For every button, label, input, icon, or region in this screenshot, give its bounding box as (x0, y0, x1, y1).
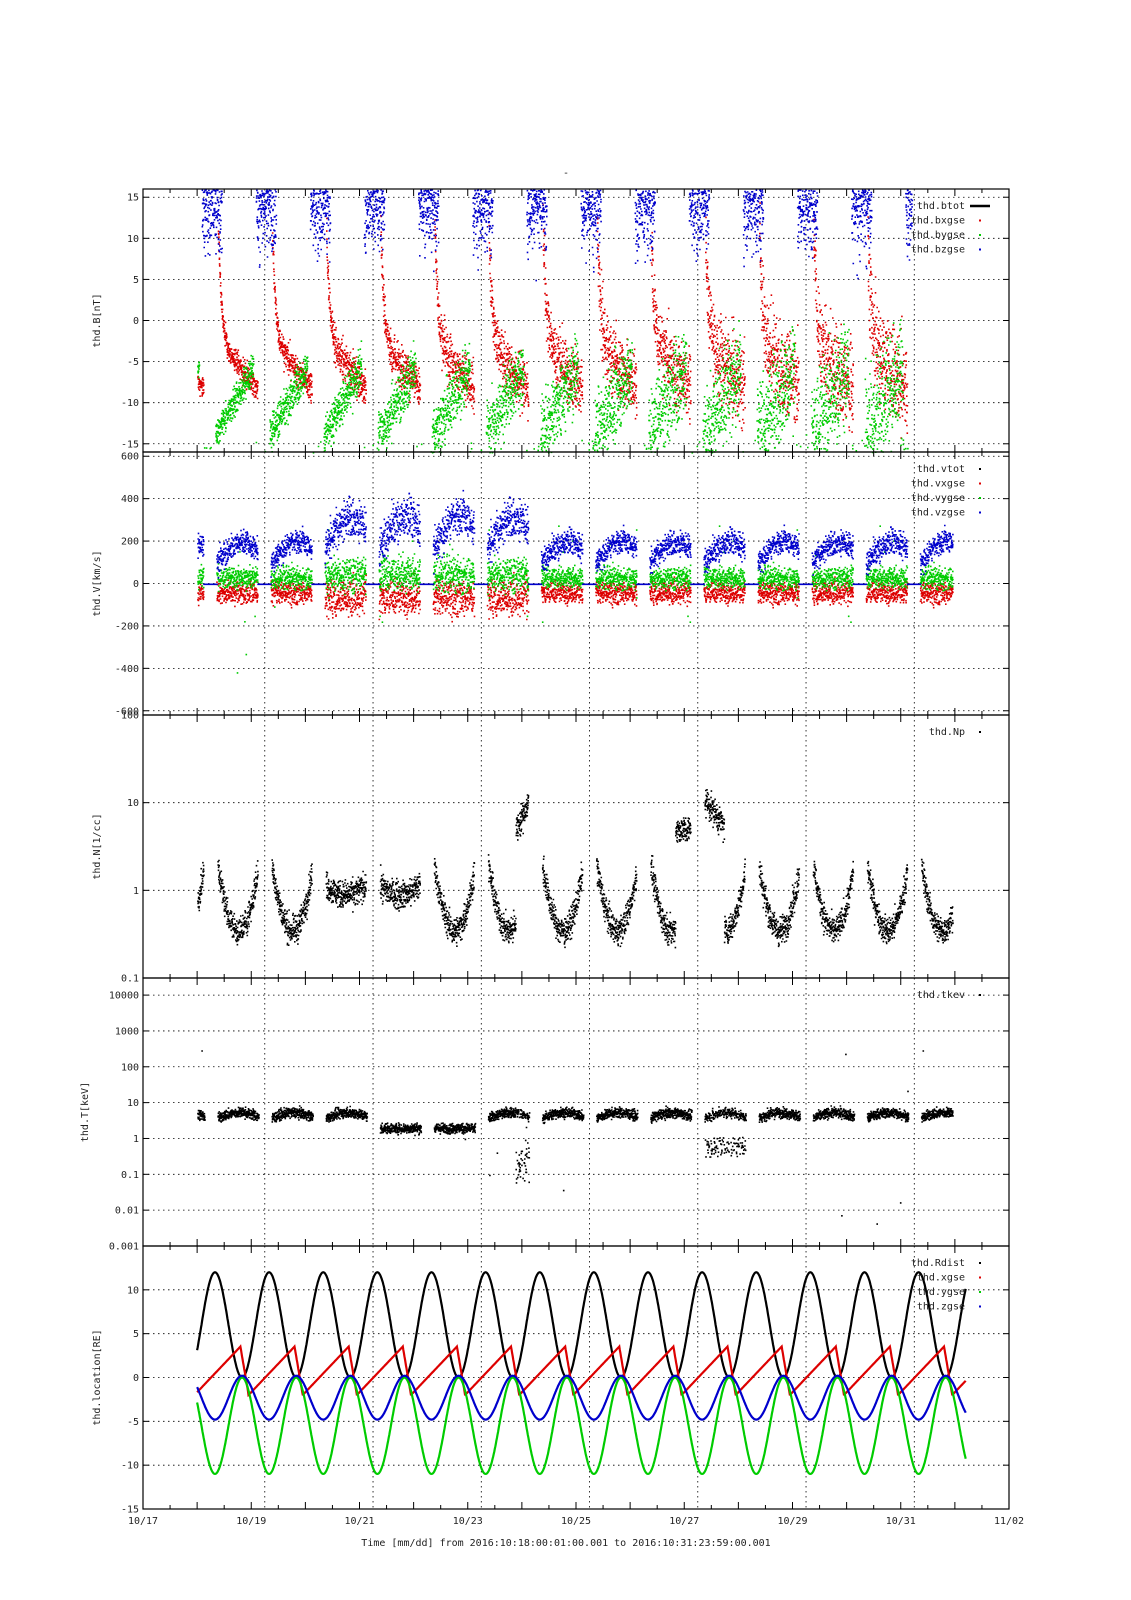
x-tick-label: 10/21 (344, 1516, 374, 1527)
y-tick-label: -10 (121, 1461, 139, 1472)
y-tick-label: -200 (115, 621, 139, 632)
y-tick-label: 5 (133, 275, 139, 286)
y-axis-title: thd.location[RE] (92, 1329, 103, 1425)
legend-label: thd.btot (917, 201, 965, 212)
y-tick-label: 100 (121, 711, 139, 722)
legend-swatch (979, 219, 981, 222)
y-axis-title: thd.V[km/s] (92, 550, 103, 616)
x-axis-title: Time [mm/dd] from 2016:10:18:00:01:00.00… (361, 1538, 770, 1549)
panel-0: -15 -10 -5 0 5 10 15 thd.B[nT] thd.btot thd.bxgse… (92, 188, 1010, 454)
y-tick-label: -5 (127, 1417, 139, 1428)
panel-frame (142, 1245, 1010, 1510)
legend-swatch (979, 994, 981, 996)
y-tick-label: 400 (121, 494, 139, 505)
legend-swatch (979, 1305, 981, 1308)
legend-label: thd.tkev (917, 990, 965, 1001)
legend-swatch (979, 731, 981, 733)
y-tick-label: -400 (115, 664, 139, 675)
figure-top-title: - (563, 168, 569, 179)
y-tick-label: -5 (127, 357, 139, 368)
panel-4: -15 -10 -5 0 5 10 thd.location[RE] thd.Rdist thd… (92, 1245, 1010, 1516)
y-tick-label: 0.1 (121, 974, 139, 985)
series-dots-thd-vxgse (197, 571, 954, 623)
y-tick-label: 0 (133, 316, 139, 327)
y-tick-label: 1000 (115, 1026, 139, 1037)
legend-swatch (979, 468, 981, 470)
panel-2: 0.1 1 10 100 thd.N[1/cc] thd.Np (92, 711, 1010, 985)
legend-label: thd.bzgse (911, 245, 965, 256)
y-tick-label: 1 (133, 1134, 139, 1145)
x-tick-label: 10/19 (236, 1516, 266, 1527)
y-axis-title: thd.T[keV] (80, 1082, 91, 1142)
y-tick-label: 600 (121, 452, 139, 463)
series-dots-thd-Np (197, 789, 954, 949)
panel-1: -600 -400 -200 0 200 400 600 thd.V[km/s] thd.vto… (92, 451, 1010, 717)
y-tick-label: 10 (127, 1098, 139, 1109)
y-axis-title: thd.N[1/cc] (92, 813, 103, 879)
legend-swatch (979, 482, 981, 485)
y-tick-label: 15 (127, 193, 139, 204)
series-dots-thd-bygse (197, 319, 909, 454)
legend-label: thd.Rdist (911, 1258, 965, 1269)
legend-label: thd.vxgse (911, 479, 965, 490)
y-tick-label: -600 (115, 706, 139, 717)
y-tick-label: 0.1 (121, 1170, 139, 1181)
x-tick-label: 11/02 (994, 1516, 1024, 1527)
legend-swatch (979, 1276, 981, 1279)
series-line-thd-Rdist (196, 1271, 967, 1379)
x-tick-label: 10/23 (453, 1516, 483, 1527)
y-tick-label: 0 (133, 1373, 139, 1384)
legend-swatch (979, 234, 981, 236)
legend-label: thd.Np (929, 727, 965, 738)
panels: -15-10-5051015thd.B[nT]thd.btotthd.bxgse… (80, 188, 1010, 1516)
x-tick-label: 10/29 (777, 1516, 807, 1527)
x-axis: 10/17 10/19 10/21 10/23 10/25 10/27 10/29 10/31… (128, 1516, 1024, 1527)
y-axis-title: thd.B[nT] (92, 293, 103, 347)
y-tick-label: 0.001 (109, 1242, 139, 1253)
x-tick-label: 10/31 (886, 1516, 916, 1527)
y-tick-label: 5 (133, 1329, 139, 1340)
x-tick-label: 10/27 (669, 1516, 699, 1527)
legend-swatch (979, 497, 981, 499)
x-tick-label: 10/17 (128, 1516, 158, 1527)
legend-label: thd.bygse (911, 230, 965, 241)
y-tick-label: 10000 (109, 991, 139, 1002)
y-tick-label: -10 (121, 398, 139, 409)
y-tick-label: 1 (133, 886, 139, 897)
legend-label: thd.vtot (917, 464, 965, 475)
series-line-thd-ygse (196, 1376, 967, 1476)
panel-3: 0.001 0.01 0.1 1 10 100 1000 10000 thd.T[keV] thd… (80, 977, 1010, 1253)
legend-swatch (979, 511, 981, 514)
legend-label: thd.zgse (917, 1302, 965, 1313)
series-line-thd-zgse (196, 1374, 967, 1421)
y-tick-label: 200 (121, 537, 139, 548)
y-tick-label: -15 (121, 439, 139, 450)
series-dots-thd-bzgse (201, 189, 914, 282)
legend-swatch (979, 248, 981, 251)
legend-label: thd.bxgse (911, 216, 965, 227)
legend-swatch (979, 1262, 981, 1264)
y-tick-label: 10 (127, 798, 139, 809)
panel-frame (142, 714, 1010, 979)
y-tick-label: 0 (133, 579, 139, 590)
y-tick-label: 0.01 (115, 1206, 139, 1217)
y-tick-label: 10 (127, 234, 139, 245)
legend-label: thd.vygse (911, 493, 965, 504)
series-dots-thd-tkev (197, 1050, 954, 1225)
series-line-thd-xgse (196, 1344, 967, 1398)
legend-label: thd.xgse (917, 1273, 965, 1284)
legend-label: thd.ygse (917, 1287, 965, 1298)
y-tick-label: -15 (121, 1505, 139, 1516)
y-tick-label: 10 (127, 1285, 139, 1296)
legend-swatch (979, 1291, 981, 1293)
legend-label: thd.vzgse (911, 508, 965, 519)
x-tick-label: 10/25 (561, 1516, 591, 1527)
y-tick-label: 100 (121, 1062, 139, 1073)
